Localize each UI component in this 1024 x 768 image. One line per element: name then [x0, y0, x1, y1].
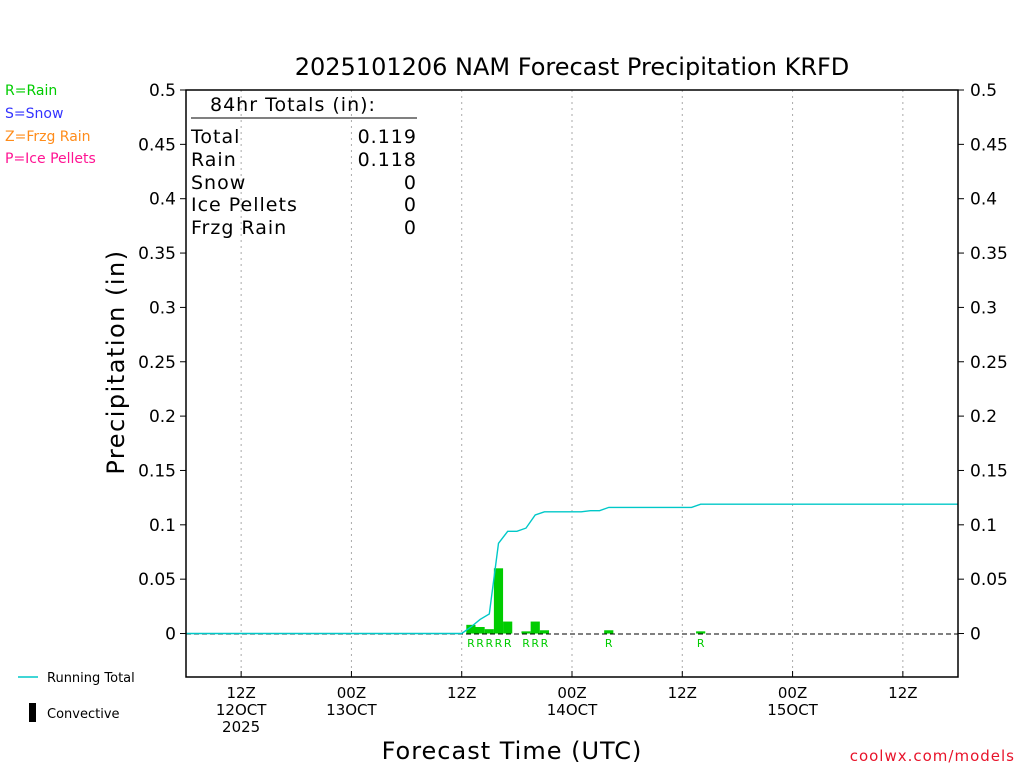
- x-tick-label: 12Z: [447, 684, 476, 702]
- y-tick-label-right: 0.4: [970, 190, 997, 210]
- y-tick-label-right: 0.1: [970, 516, 997, 536]
- precip-type-legend: R=Rain S=Snow Z=Frzg Rain P=Ice Pellets: [5, 83, 96, 167]
- precip-bar: [604, 630, 614, 634]
- y-tick-label-left: 0.25: [138, 353, 176, 373]
- precip-bar: [493, 568, 504, 634]
- precip-bar: [475, 626, 485, 634]
- chart-title: 2025101206 NAM Forecast Precipitation KR…: [295, 53, 850, 81]
- y-tick-label-left: 0.05: [138, 570, 176, 590]
- y-tick-label-left: 0.2: [149, 407, 176, 427]
- precip-bar: [503, 621, 513, 634]
- x-tick-label: 12Z: [888, 684, 917, 702]
- precip-type-label: R: [476, 637, 484, 650]
- y-tick-label-right: 0.35: [970, 244, 1008, 264]
- y-tick-label-right: 0.15: [970, 461, 1008, 481]
- precip-bar: [521, 631, 531, 634]
- totals-frzg-rain-value: 0: [404, 217, 417, 239]
- precip-bar: [466, 624, 476, 634]
- totals-total-label: Total: [190, 126, 240, 148]
- y-axis-label: Precipitation (in): [102, 249, 130, 474]
- precip-type-label: R: [467, 637, 475, 650]
- y-axis-right: 0 0.05 0.1 0.15 0.2 0.25 0.3 0.35 0.4 0.45 0.5: [958, 81, 1008, 645]
- legend-rain: R=Rain: [5, 83, 57, 99]
- x-tick-label: 15OCT: [767, 701, 818, 719]
- precip-type-label: R: [541, 637, 549, 650]
- y-tick-label-left: 0.45: [138, 135, 176, 155]
- legend-snow: S=Snow: [5, 106, 63, 122]
- precip-type-label: R: [531, 637, 539, 650]
- totals-ice-pellets-value: 0: [404, 194, 417, 216]
- vertical-gridlines: [240, 90, 904, 677]
- legend-running-total-label: Running Total: [47, 671, 135, 686]
- y-tick-label-left: 0.3: [149, 298, 176, 318]
- y-tick-label-right: 0.05: [970, 570, 1008, 590]
- precip-bar: [539, 630, 550, 634]
- x-tick-label: 12OCT: [216, 701, 267, 719]
- legend-convective-label: Convective: [47, 707, 120, 722]
- precip-type-label: R: [495, 637, 503, 650]
- precip-bar: [484, 629, 494, 634]
- y-tick-label-right: 0.25: [970, 353, 1008, 373]
- y-tick-label-right: 0.2: [970, 407, 997, 427]
- x-tick-label: 00Z: [778, 684, 807, 702]
- precip-bars: [466, 568, 706, 634]
- legend-convective-swatch: [29, 703, 36, 722]
- x-tick-label: 12Z: [226, 684, 255, 702]
- x-tick-label: 00Z: [337, 684, 366, 702]
- y-tick-label-left: 0.15: [138, 461, 176, 481]
- precip-type-label: R: [697, 637, 705, 650]
- y-tick-label-left: 0.35: [138, 244, 176, 264]
- totals-rain-label: Rain: [191, 149, 237, 171]
- totals-ice-pellets-label: Ice Pellets: [191, 194, 298, 216]
- x-tick-label: 14OCT: [547, 701, 598, 719]
- series-legend: Running Total Convective: [18, 671, 135, 722]
- y-tick-label-left: 0: [165, 625, 176, 645]
- y-tick-label-left: 0.4: [149, 190, 176, 210]
- x-tick-label: 00Z: [557, 684, 586, 702]
- totals-snow-label: Snow: [191, 172, 246, 194]
- y-tick-label-right: 0.45: [970, 135, 1008, 155]
- totals-box: 84hr Totals (in): Total 0.119 Rain 0.118…: [190, 94, 417, 239]
- y-tick-label-right: 0.3: [970, 298, 997, 318]
- totals-frzg-rain-label: Frzg Rain: [191, 217, 287, 239]
- running-total-line: [186, 503, 958, 635]
- precip-type-label: R: [485, 637, 493, 650]
- totals-total-value: 0.119: [358, 126, 417, 148]
- precip-bar: [530, 621, 540, 634]
- precip-type-label: R: [504, 637, 512, 650]
- totals-snow-value: 0: [404, 172, 417, 194]
- x-tick-label: 2025: [222, 718, 260, 736]
- x-tick-label: 13OCT: [326, 701, 377, 719]
- totals-header: 84hr Totals (in):: [210, 94, 376, 116]
- site-credit: coolwx.com/models: [850, 747, 1015, 765]
- y-tick-label-right: 0: [970, 625, 981, 645]
- legend-frzg-rain: Z=Frzg Rain: [5, 129, 91, 145]
- y-tick-label-right: 0.5: [970, 81, 997, 101]
- y-tick-label-left: 0.1: [149, 516, 176, 536]
- x-axis-label: Forecast Time (UTC): [382, 737, 643, 765]
- totals-rain-value: 0.118: [358, 149, 417, 171]
- y-axis-left: 0 0.05 0.1 0.15 0.2 0.25 0.3 0.35 0.4 0.45 0.5: [138, 81, 186, 645]
- y-tick-label-left: 0.5: [149, 81, 176, 101]
- precip-type-label: R: [522, 637, 530, 650]
- precip-type-label: R: [605, 637, 613, 650]
- precip-bar: [696, 631, 706, 634]
- x-tick-label: 12Z: [668, 684, 697, 702]
- legend-ice-pellets: P=Ice Pellets: [5, 151, 96, 167]
